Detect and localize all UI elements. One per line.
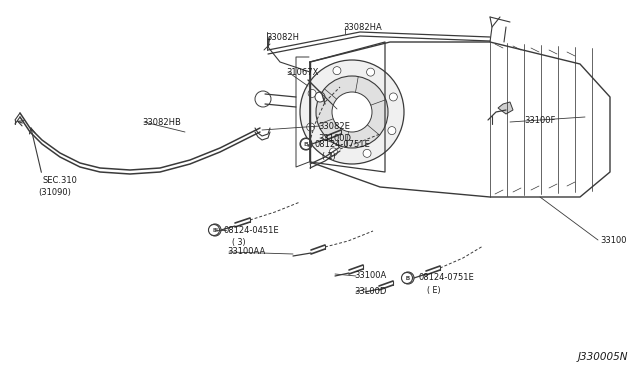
Text: (31090): (31090) [38,187,71,196]
Circle shape [330,148,337,156]
Circle shape [402,272,414,284]
Circle shape [300,60,404,164]
Text: 08124-0751E: 08124-0751E [419,273,475,282]
Circle shape [401,273,413,283]
Text: 33100AA: 33100AA [227,247,265,257]
Text: ( 3): ( 3) [232,237,246,247]
Text: ( E): ( E) [427,285,440,295]
Text: 33082E: 33082E [318,122,350,131]
Circle shape [307,123,315,131]
Text: 33L00D: 33L00D [354,288,387,296]
Circle shape [363,149,371,157]
Text: 33100: 33100 [600,235,627,244]
Text: B: B [213,228,217,232]
Circle shape [332,92,372,132]
Text: B: B [304,141,308,147]
Circle shape [367,68,374,76]
Circle shape [301,138,312,150]
Circle shape [300,138,312,150]
Text: 33100D: 33100D [318,134,351,142]
Circle shape [209,224,221,236]
Circle shape [389,93,397,101]
Circle shape [255,91,271,107]
Text: 33082H: 33082H [266,32,299,42]
Text: 08124-0751E: 08124-0751E [315,140,371,148]
Text: ( 2): ( 2) [322,151,336,160]
Circle shape [333,67,341,75]
Text: 33100F: 33100F [524,115,556,125]
Text: 33100A: 33100A [354,272,387,280]
Circle shape [388,126,396,135]
Text: 08124-0451E: 08124-0451E [224,225,280,234]
Circle shape [315,92,325,102]
Text: J330005N: J330005N [577,352,628,362]
Text: SEC.310: SEC.310 [42,176,77,185]
Text: B: B [406,276,410,280]
Circle shape [316,76,388,148]
Circle shape [308,89,316,97]
Text: 33082HA: 33082HA [343,22,381,32]
Text: B: B [304,141,308,147]
Text: 31067X: 31067X [286,67,318,77]
Circle shape [209,224,220,235]
Text: B: B [212,228,216,232]
Text: 33082HB: 33082HB [142,118,181,126]
Text: B: B [405,276,409,280]
Polygon shape [498,102,513,114]
